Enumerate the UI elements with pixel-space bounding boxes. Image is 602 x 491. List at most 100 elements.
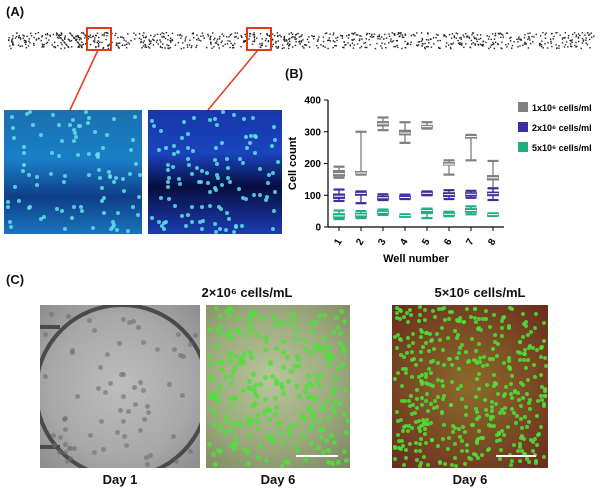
cell-dot — [245, 449, 251, 455]
cell-dot — [418, 428, 423, 433]
cell-dot — [199, 168, 204, 173]
cell-dot — [442, 305, 447, 310]
cell-dot — [440, 326, 445, 331]
cell-dot — [536, 398, 541, 403]
cell-dot — [392, 456, 397, 461]
cell-dot — [241, 116, 246, 121]
x-tick-label: 8 — [486, 237, 499, 248]
cell-dot — [521, 396, 526, 401]
cell-dot — [197, 219, 202, 224]
cell-dot — [534, 414, 539, 419]
cell-dot — [401, 463, 406, 467]
cell-dot — [220, 110, 225, 115]
cell-dot — [494, 432, 499, 437]
cell-dot — [472, 307, 477, 312]
cell-dot — [431, 383, 436, 388]
cell-dot — [457, 351, 461, 356]
cell-dot — [492, 424, 496, 429]
cell-dot — [263, 339, 269, 345]
cell-dot — [138, 380, 143, 385]
cell-dot — [235, 315, 241, 321]
cell-dot — [226, 175, 231, 180]
cell-dot — [225, 165, 230, 170]
cell-dot — [114, 176, 119, 181]
cell-dot — [473, 319, 478, 324]
cell-dot — [491, 313, 496, 318]
cell-dot — [250, 116, 255, 121]
cell-dot — [186, 163, 191, 168]
cell-dot — [521, 437, 526, 442]
cell-dot — [533, 375, 537, 380]
cell-dot — [69, 347, 75, 353]
cell-dot — [219, 183, 224, 188]
cell-dot — [256, 455, 262, 461]
cell-dot — [525, 457, 530, 462]
cell-dot — [216, 397, 222, 403]
cell-dot — [473, 349, 478, 353]
cell-dot — [533, 437, 538, 442]
cell-dot — [433, 399, 438, 404]
cell-dot — [493, 339, 497, 344]
cell-dot — [306, 373, 312, 379]
cell-dot — [171, 152, 176, 157]
dapi-image-right — [148, 110, 282, 234]
box-mark — [355, 210, 367, 220]
cell-dot — [9, 115, 14, 119]
cell-dot — [243, 197, 248, 202]
cell-dot — [316, 382, 322, 388]
cell-dot — [331, 440, 337, 446]
cell-dot — [435, 394, 440, 399]
cell-dot — [166, 179, 171, 184]
cell-dot — [460, 449, 465, 454]
cell-dot — [525, 424, 529, 429]
cell-dot — [269, 436, 275, 442]
cell-dot — [327, 362, 333, 368]
cell-dot — [12, 135, 16, 140]
cell-dot — [314, 373, 319, 379]
cell-dot — [440, 347, 445, 352]
panel-c-title-2e6: 2×10⁶ cells/mL — [201, 285, 293, 300]
cell-dot — [303, 388, 309, 394]
cell-dot — [62, 179, 67, 184]
cell-dot — [430, 308, 435, 313]
cell-dot — [28, 110, 32, 115]
cell-dot — [289, 368, 295, 374]
cell-dot — [343, 457, 349, 463]
cell-dot — [429, 338, 434, 343]
cell-dot — [329, 460, 335, 466]
cell-dot — [163, 146, 168, 150]
cell-dot — [245, 324, 251, 330]
cell-dot — [534, 348, 539, 353]
cell-dot — [409, 349, 414, 354]
cell-dot — [114, 228, 119, 233]
cell-dot — [400, 439, 405, 444]
cell-dot — [183, 224, 188, 229]
cell-dot — [455, 356, 460, 361]
cell-dot — [252, 387, 258, 393]
cell-dot — [69, 216, 74, 221]
cell-dot — [218, 367, 224, 373]
cell-dot — [469, 457, 474, 462]
cell-dot — [487, 423, 492, 428]
brightfield-day1-image — [40, 305, 200, 468]
cell-dot — [127, 172, 132, 177]
cell-dot — [543, 389, 547, 393]
cell-dot — [526, 358, 531, 363]
cell-dot — [244, 145, 249, 150]
cell-dot — [481, 436, 486, 441]
cell-dot — [320, 404, 326, 410]
cell-dot — [279, 384, 285, 390]
cell-dot — [247, 349, 253, 355]
cell-dot — [263, 374, 269, 380]
cell-dot — [177, 177, 181, 182]
cell-dot — [436, 361, 441, 365]
cell-dot — [396, 439, 401, 444]
cell-dot — [244, 416, 250, 422]
cell-dot — [409, 313, 414, 317]
cell-dot — [12, 184, 17, 189]
cell-dot — [270, 226, 275, 231]
cell-dot — [483, 397, 488, 402]
cell-dot — [480, 363, 485, 368]
cell-dot — [474, 395, 479, 400]
cell-dot — [286, 423, 292, 429]
